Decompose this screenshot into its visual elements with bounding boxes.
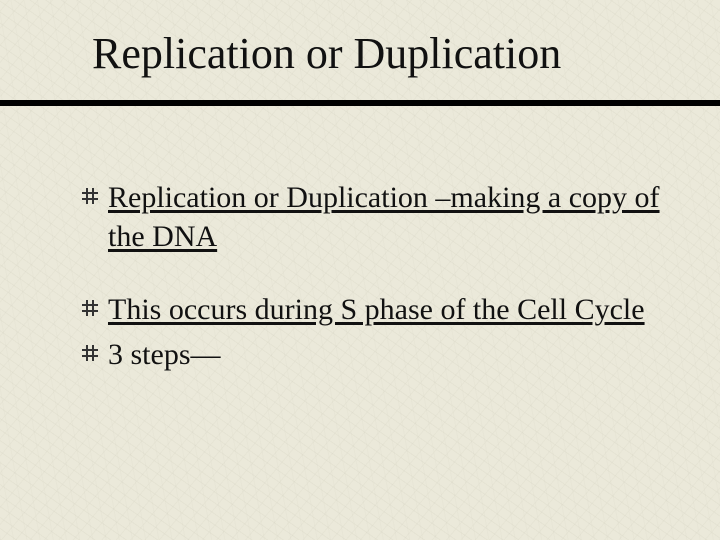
bullet-item: This occurs during S phase of the Cell C… <box>82 290 660 329</box>
title-underline-rule <box>0 100 720 106</box>
bullet-text: This occurs during S phase of the Cell C… <box>108 290 645 329</box>
bullet-item: Replication or Duplication –making a cop… <box>82 178 660 256</box>
slide-title: Replication or Duplication <box>92 28 561 79</box>
slide-body: Replication or Duplication –making a cop… <box>82 178 660 380</box>
hash-bullet-icon <box>82 300 98 321</box>
hash-bullet-icon <box>82 188 98 209</box>
bullet-text: Replication or Duplication –making a cop… <box>108 178 660 256</box>
bullet-item: 3 steps— <box>82 335 660 374</box>
bullet-text: 3 steps— <box>108 335 221 374</box>
slide: Replication or Duplication Replication o… <box>0 0 720 540</box>
hash-bullet-icon <box>82 345 98 366</box>
